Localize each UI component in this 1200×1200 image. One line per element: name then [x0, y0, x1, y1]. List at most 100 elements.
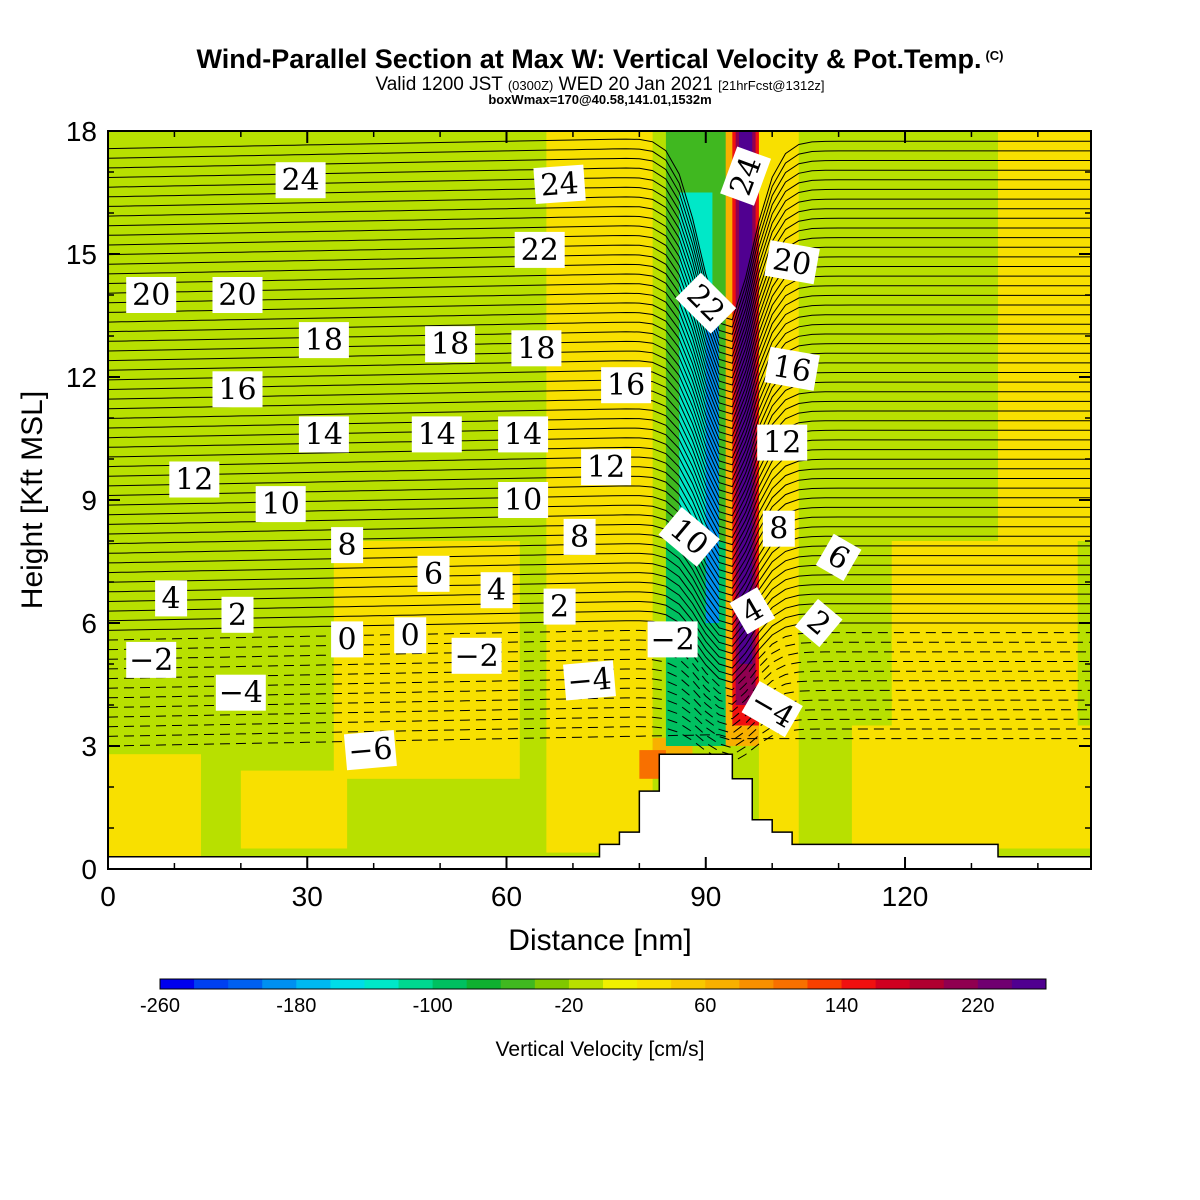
contour-label-text: 10 — [504, 483, 542, 518]
contour-label-bg — [331, 527, 364, 564]
terrain-profile — [107, 753, 1092, 870]
x-axis: 0 30 60 90 120 — [100, 131, 1039, 912]
colorbar-swatch — [977, 979, 1013, 989]
colorbar-swatch — [296, 979, 331, 989]
colorbar-swatch — [637, 979, 672, 989]
contour-label-text: 16 — [218, 372, 256, 407]
theta-contour-line — [108, 311, 1091, 451]
colorbar-title: Vertical Velocity [cm/s] — [496, 1038, 705, 1061]
colorbar-swatch — [1011, 979, 1047, 989]
contour-label-text: 16 — [607, 368, 645, 403]
contour-label: 4 — [480, 572, 513, 609]
x-tick-label: 120 — [882, 881, 929, 912]
contour-label: 12 — [581, 449, 632, 486]
contour-label-text: 20 — [132, 278, 170, 313]
contour-label-bg — [126, 277, 177, 313]
velocity-region-1 — [108, 754, 201, 857]
contour-label: 6 — [815, 533, 862, 581]
theta-contour-line — [108, 273, 1091, 422]
contour-label-bg — [298, 416, 349, 453]
valid-zulu: (0300Z) — [507, 78, 554, 93]
y-tick-label: 9 — [81, 485, 97, 516]
colorbar-tick-label: 220 — [961, 995, 994, 1017]
contour-label: 8 — [762, 510, 795, 547]
velocity-region-2 — [240, 770, 348, 849]
theta-contour-line — [108, 234, 1091, 393]
contour-label-text: 20 — [770, 242, 814, 283]
theta-contour-line — [108, 581, 1091, 655]
contour-label-text: 14 — [305, 417, 343, 452]
contour-label-bg — [425, 326, 476, 363]
colorbar-swatch — [500, 979, 536, 989]
contour-label-bg — [533, 164, 586, 205]
contour-label: 10 — [255, 486, 306, 523]
contour-label: 0 — [331, 621, 364, 658]
theta-contour-line — [108, 148, 1091, 328]
contour-label-text: −2 — [650, 622, 694, 657]
contour-label: −2 — [126, 641, 177, 678]
contour-label-text: −6 — [347, 731, 394, 770]
theta-contour-line — [108, 186, 1091, 357]
contour-label-text: 18 — [431, 327, 469, 362]
colorbar-swatch — [262, 979, 297, 989]
contour-label-bg — [741, 681, 803, 738]
colorbar-tick-label: -260 — [140, 995, 180, 1017]
contour-label-bg — [720, 146, 772, 206]
contour-label: 16 — [764, 346, 820, 391]
colorbar-tick-label: 140 — [825, 995, 858, 1017]
velocity-region-18 — [738, 131, 753, 664]
velocity-region-6 — [851, 725, 1091, 849]
theta-contour-line — [108, 552, 1091, 633]
contour-label-bg — [764, 346, 820, 391]
x-tick-label: 90 — [690, 881, 721, 912]
valid-prefix: Valid 1200 JST — [375, 74, 503, 95]
contour-label: 16 — [601, 367, 652, 404]
contour-label-bg — [563, 518, 596, 555]
contour-label: 22 — [514, 231, 565, 268]
contour-label-bg — [331, 621, 364, 658]
x-tick-label: 30 — [292, 881, 323, 912]
theta-contour-line — [108, 668, 1091, 720]
colorbar-swatch — [364, 979, 400, 989]
contour-label-text: 24 — [282, 163, 320, 198]
theta-contour-line — [108, 302, 1091, 444]
contour-label: 24 — [533, 164, 586, 205]
contour-label-text: 12 — [175, 463, 213, 498]
contour-label: 18 — [425, 326, 476, 363]
theta-contour-line — [108, 244, 1091, 401]
contour-label-bg — [155, 580, 188, 617]
contour-label: 12 — [757, 424, 808, 461]
colorbar-swatch — [432, 979, 468, 989]
x-axis-label: Distance [nm] — [508, 924, 691, 957]
contour-label-bg — [658, 507, 720, 567]
contour-label-bg — [543, 588, 576, 625]
contour-label-bg — [757, 424, 808, 461]
colorbar-swatch — [671, 979, 706, 989]
contour-label-bg — [212, 277, 263, 313]
theta-contour-line — [108, 600, 1091, 669]
contour-label-text: 18 — [517, 331, 555, 366]
contour-label-text: 14 — [504, 417, 542, 452]
theta-contour-line — [108, 379, 1091, 502]
contour-label-text: 22 — [521, 233, 559, 268]
contour-label-bg — [480, 572, 513, 609]
contour-label-bg — [169, 461, 220, 498]
colorbar-swatch — [807, 979, 843, 989]
y-tick-label: 6 — [81, 608, 97, 639]
contour-label-text: 6 — [424, 557, 443, 592]
theta-contour-line — [108, 716, 1091, 756]
y-tick-label: 12 — [66, 362, 97, 393]
colorbar-swatch — [603, 979, 638, 989]
theta-contour-line — [108, 283, 1091, 430]
theta-contour-line — [108, 658, 1091, 713]
colorbar-swatch — [909, 979, 945, 989]
contour-label-bg — [343, 729, 397, 771]
colorbar-swatch — [568, 979, 604, 989]
y-axis-label: Height [Kft MSL] — [16, 391, 49, 609]
theta-contour-line — [108, 543, 1091, 625]
colorbar-swatch — [160, 979, 195, 989]
contour-label-text: 18 — [305, 323, 343, 358]
contour-label-text: 20 — [218, 278, 256, 313]
theta-contour-line — [108, 389, 1091, 509]
